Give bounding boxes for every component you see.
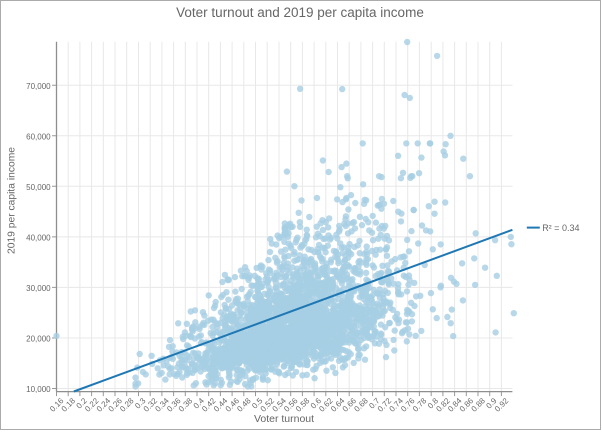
svg-text:10,000: 10,000 [26, 385, 51, 394]
svg-text:Voter turnout: Voter turnout [254, 413, 314, 425]
svg-text:20,000: 20,000 [26, 335, 51, 344]
svg-text:40,000: 40,000 [26, 234, 51, 243]
svg-text:Voter turnout and 2019 per cap: Voter turnout and 2019 per capita income [176, 5, 424, 20]
svg-text:R² = 0.34: R² = 0.34 [542, 223, 579, 233]
svg-text:30,000: 30,000 [26, 284, 51, 293]
svg-text:60,000: 60,000 [26, 132, 51, 141]
svg-text:2019 per capita income: 2019 per capita income [6, 147, 17, 254]
svg-text:70,000: 70,000 [26, 82, 51, 91]
svg-text:50,000: 50,000 [26, 183, 51, 192]
